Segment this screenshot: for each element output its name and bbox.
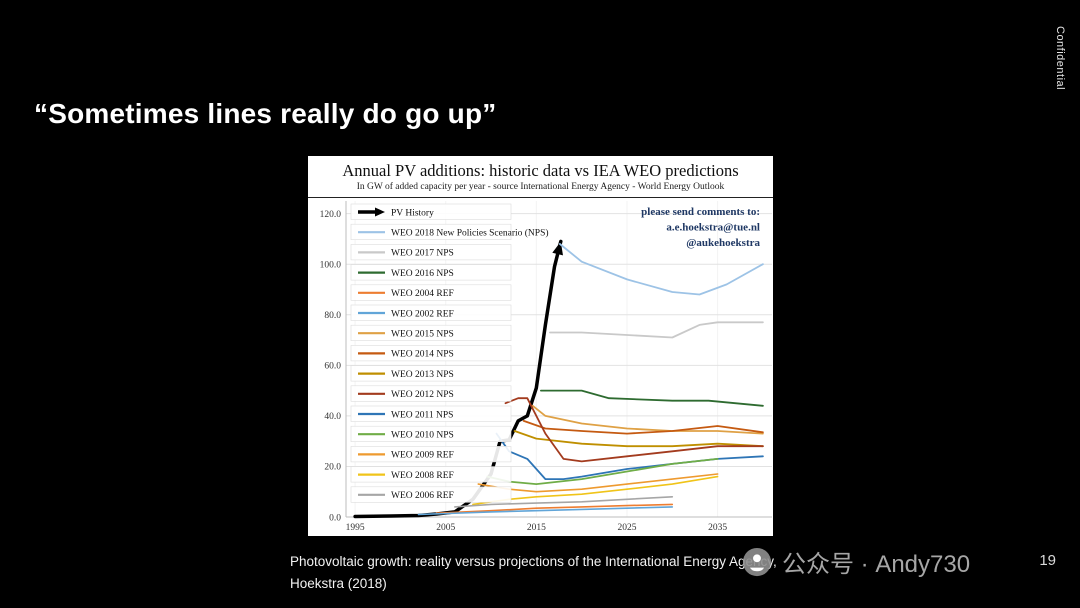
svg-text:a.e.hoekstra@tue.nl: a.e.hoekstra@tue.nl (666, 222, 760, 234)
series-line (531, 404, 764, 435)
legend-item: PV History (350, 203, 512, 220)
slide-caption: Photovoltaic growth: reality versus proj… (290, 554, 777, 591)
watermark: 公众号 · Andy730 (742, 544, 970, 579)
pv-line-chart: 0.0 20.0 40.0 60.0 80.0 100.0 120.0 1995 2005 201… (320, 201, 772, 533)
wechat-account-icon (742, 547, 772, 576)
svg-text:120.0: 120.0 (320, 210, 342, 220)
svg-text:WEO 2008 REF: WEO 2008 REF (391, 471, 454, 481)
svg-text:WEO 2016 NPS: WEO 2016 NPS (391, 269, 454, 279)
legend: PV History WEO 2018 New Policies Scenario… (350, 203, 549, 503)
chart-title: Annual PV additions: historic data vs IE… (342, 161, 739, 180)
series-line (486, 457, 719, 486)
svg-text:WEO 2011 NPS: WEO 2011 NPS (391, 410, 453, 420)
chart-annotation: please send comments to: a.e.hoekstra@tue… (641, 206, 760, 249)
svg-text:WEO 2015 NPS: WEO 2015 NPS (391, 330, 454, 340)
pv-chart-panel: Annual PV additions: historic data vs IE… (308, 156, 773, 536)
legend-item: WEO 2014 NPS (350, 345, 512, 362)
legend-item: WEO 2012 NPS (350, 385, 512, 402)
svg-text:60.0: 60.0 (324, 362, 341, 372)
svg-text:2005: 2005 (436, 523, 455, 533)
svg-text:PV History: PV History (391, 208, 434, 218)
svg-text:40.0: 40.0 (324, 412, 341, 422)
legend-item: WEO 2011 NPS (350, 405, 512, 422)
legend-item: WEO 2016 NPS (350, 264, 512, 281)
legend-item: WEO 2017 NPS (350, 244, 512, 261)
series-line (417, 506, 674, 516)
axis-tick-labels: 0.0 20.0 40.0 60.0 80.0 100.0 120.0 1995 2005 201… (320, 210, 728, 533)
svg-text:WEO 2012 NPS: WEO 2012 NPS (391, 390, 454, 400)
svg-text:WEO 2002 REF: WEO 2002 REF (391, 309, 454, 319)
watermark-text: 公众号 · Andy730 (782, 551, 971, 578)
svg-text:80.0: 80.0 (324, 311, 341, 321)
legend-item: WEO 2008 REF (350, 466, 512, 483)
page-number: 19 (1039, 552, 1056, 569)
legend-item: WEO 2013 NPS (350, 365, 512, 382)
svg-text:WEO 2013 NPS: WEO 2013 NPS (391, 370, 454, 380)
series-line (504, 397, 764, 463)
svg-text:100.0: 100.0 (320, 261, 342, 271)
legend-item: WEO 2010 NPS (350, 425, 512, 442)
svg-text:WEO 2009 REF: WEO 2009 REF (391, 451, 454, 461)
chart-subtitle: In GW of added capacity per year - sourc… (356, 182, 725, 192)
legend-item: WEO 2006 REF (350, 486, 512, 503)
svg-text:WEO 2014 NPS: WEO 2014 NPS (391, 350, 454, 360)
legend-item: WEO 2004 REF (350, 284, 512, 301)
legend-item: WEO 2009 REF (350, 446, 512, 463)
svg-text:20.0: 20.0 (324, 463, 341, 473)
svg-text:WEO 2010 NPS: WEO 2010 NPS (391, 431, 454, 441)
series-line (454, 495, 674, 508)
svg-text:WEO 2006 REF: WEO 2006 REF (391, 491, 454, 501)
chart-header: Annual PV additions: historic data vs IE… (308, 156, 773, 198)
series-line (513, 430, 764, 448)
svg-text:2015: 2015 (527, 523, 546, 533)
legend-item: WEO 2018 New Policies Scenario (NPS) (350, 223, 549, 241)
series-line (558, 243, 764, 296)
svg-text:2025: 2025 (617, 523, 636, 533)
series-line (522, 419, 764, 435)
svg-text:@aukehoekstra: @aukehoekstra (686, 237, 760, 249)
svg-text:2035: 2035 (708, 523, 727, 533)
series-line (548, 321, 764, 339)
legend-item: WEO 2015 NPS (350, 324, 512, 341)
slide-title: “Sometimes lines really do go up” (34, 98, 497, 129)
legend-item: WEO 2002 REF (350, 304, 512, 321)
series-line (539, 389, 764, 407)
svg-text:0.0: 0.0 (329, 513, 341, 523)
svg-text:1995: 1995 (346, 523, 365, 533)
svg-text:WEO 2004 REF: WEO 2004 REF (391, 289, 454, 299)
svg-text:WEO 2017 NPS: WEO 2017 NPS (391, 249, 454, 259)
confidential-label: Confidential (1054, 26, 1066, 91)
series-line (435, 503, 674, 515)
svg-text:WEO 2018 New Policies Scenario: WEO 2018 New Policies Scenario (NPS) (391, 228, 549, 239)
svg-text:please send comments to:: please send comments to: (641, 206, 760, 218)
